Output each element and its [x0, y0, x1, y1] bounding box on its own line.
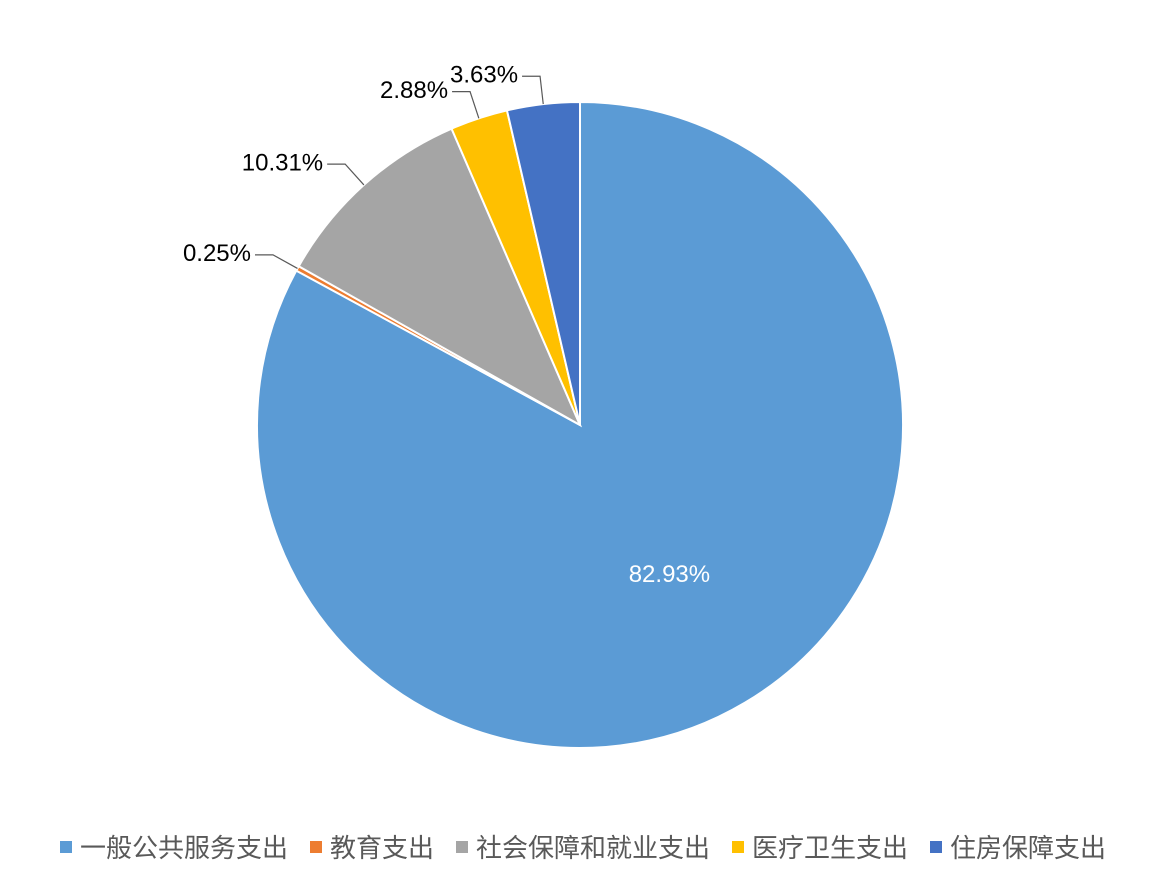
legend-swatch	[732, 840, 744, 853]
data-label: 10.31%	[242, 149, 323, 176]
data-label: 3.63%	[450, 62, 518, 89]
legend-label: 社会保障和就业支出	[475, 833, 710, 863]
chart: 82.93% 0.25% 10.31% 2.88%3.63%	[183, 62, 904, 749]
leader-line	[452, 91, 480, 119]
legend-item: 社会保障和就业支出	[455, 828, 710, 865]
data-label: 2.88%	[380, 77, 448, 104]
legend-swatch	[930, 840, 943, 853]
legend: 一般公共服务支出 教育支出 社会保障和就业支出 医疗卫生支出 住房保障支出	[0, 828, 1166, 865]
legend-label: 一般公共服务支出	[79, 833, 288, 863]
legend-swatch	[59, 840, 72, 853]
leader-line	[327, 163, 365, 186]
data-label: 82.93%	[629, 561, 710, 588]
legend-label: 医疗卫生支出	[752, 833, 909, 863]
legend-swatch	[309, 840, 322, 853]
legend-item: 一般公共服务支出	[59, 828, 288, 865]
legend-label: 住房保障支出	[950, 833, 1107, 863]
legend-label: 教育支出	[329, 833, 434, 863]
legend-item: 住房保障支出	[930, 828, 1106, 865]
legend-swatch	[455, 840, 468, 853]
legend-item: 医疗卫生支出	[732, 828, 908, 865]
leader-line	[255, 254, 298, 269]
leader-line	[522, 75, 544, 105]
legend-item: 教育支出	[309, 828, 434, 865]
pie-slice	[505, 100, 581, 426]
data-label: 0.25%	[183, 240, 251, 267]
